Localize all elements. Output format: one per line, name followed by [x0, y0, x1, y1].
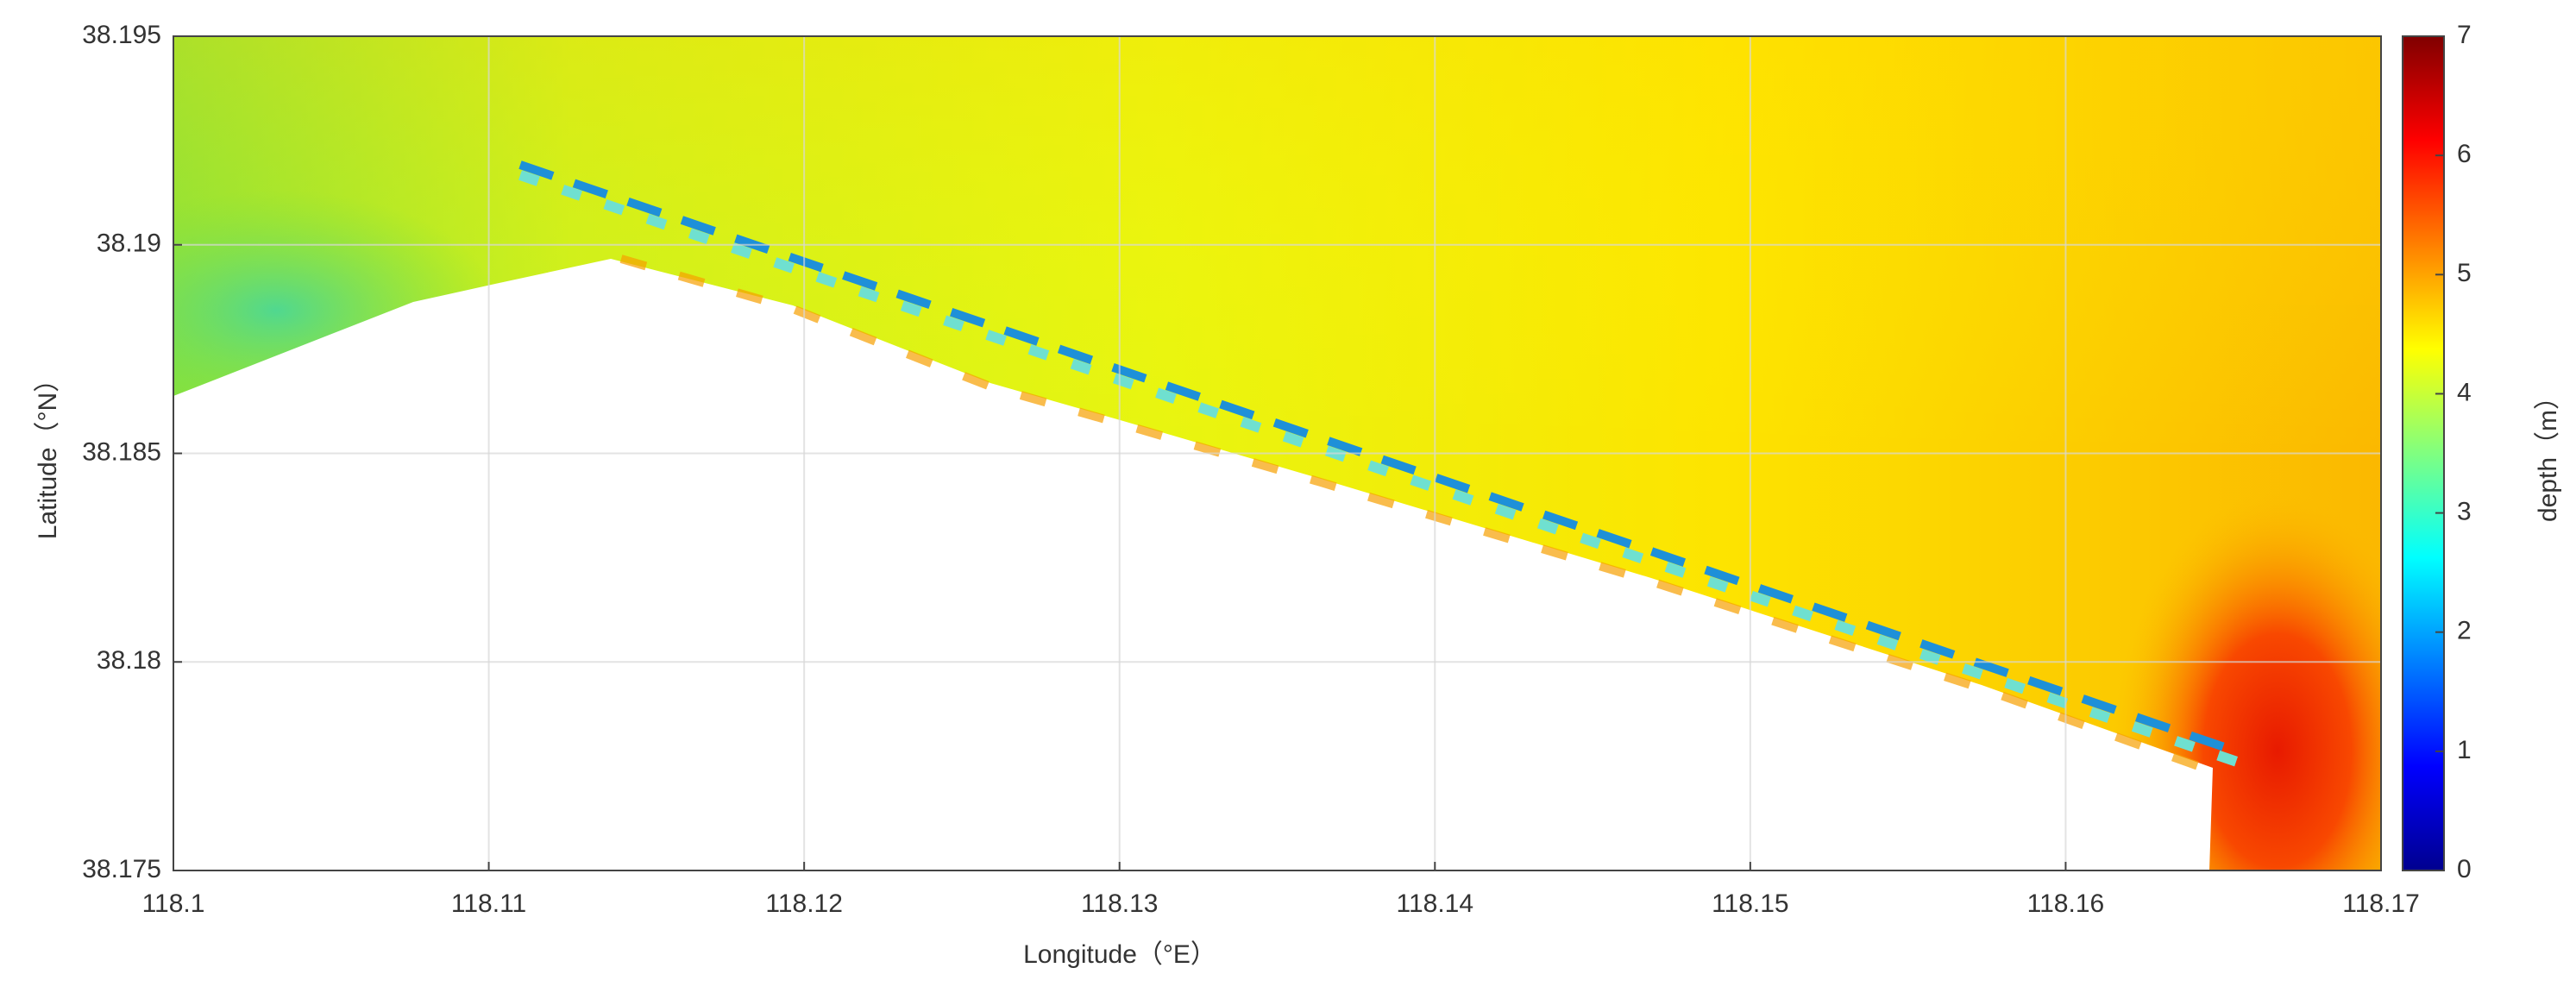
- x-tick-label: 118.12: [765, 889, 843, 918]
- y-tick-label: 38.185: [82, 437, 161, 466]
- y-tick-label: 38.195: [82, 21, 161, 49]
- colorbar-tick-label: 4: [2457, 378, 2472, 406]
- x-tick-label: 118.13: [1081, 889, 1159, 918]
- y-axis-label: Latitude（°N）: [34, 367, 62, 539]
- x-tick-label: 118.11: [451, 889, 526, 918]
- land: [173, 259, 2213, 870]
- colorbar-tick-label: 7: [2457, 21, 2472, 49]
- breakwater-shadow: [518, 170, 2239, 767]
- colorbar-tick-label: 6: [2457, 140, 2472, 168]
- x-tick-label: 118.16: [2027, 889, 2105, 918]
- depth-field: [173, 36, 2381, 870]
- colorbar-tick-label: 2: [2457, 617, 2472, 645]
- x-tick-label: 118.15: [1712, 889, 1789, 918]
- colorbar-tick-label: 1: [2457, 736, 2472, 764]
- x-tick-label: 118.1: [142, 889, 205, 918]
- x-tick-label: 118.17: [2342, 889, 2420, 918]
- colorbar-tick-label: 0: [2457, 855, 2472, 883]
- colorbar-tick-label: 5: [2457, 259, 2472, 287]
- colorbar: [2402, 35, 2445, 871]
- breakwater: [518, 160, 2239, 756]
- y-tick-label: 38.175: [82, 855, 161, 883]
- y-tick-label: 38.19: [97, 229, 161, 258]
- colorbar-label: depth（m）: [2534, 384, 2562, 522]
- x-axis-label: Longitude（°E）: [1023, 940, 1216, 969]
- colorbar-tick-label: 3: [2457, 497, 2472, 525]
- x-tick-label: 118.14: [1397, 889, 1474, 918]
- y-tick-label: 38.18: [97, 646, 161, 675]
